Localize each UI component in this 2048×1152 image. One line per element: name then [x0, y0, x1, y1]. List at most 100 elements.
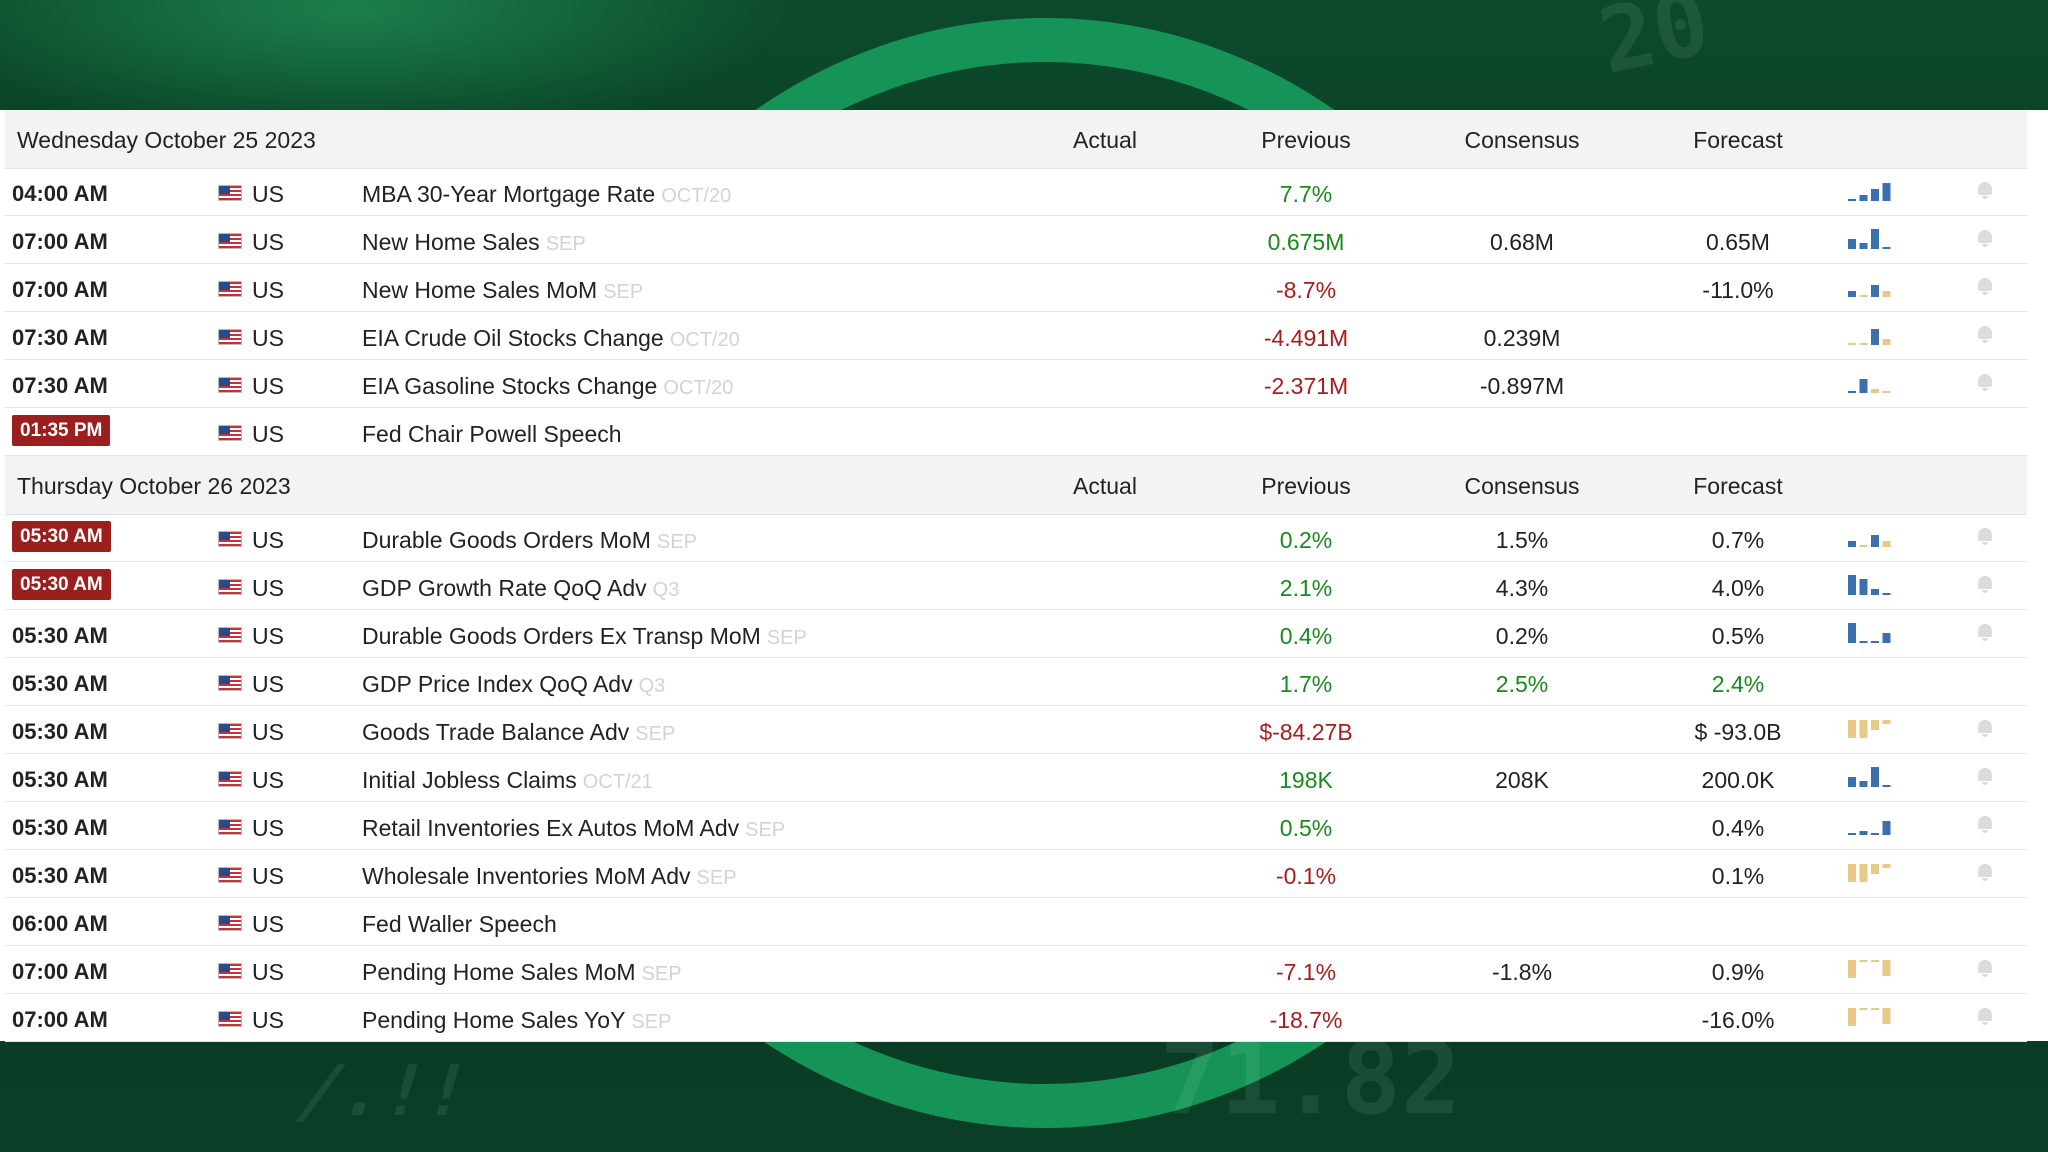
event-row[interactable]: 01:35 PM US Fed Chair Powell Speech	[5, 408, 2027, 456]
sparkline[interactable]	[1848, 180, 1894, 204]
event-title[interactable]: MBA 30-Year Mortgage Rate	[362, 181, 656, 207]
event-name[interactable]: Pending Home Sales MoM SEP	[362, 959, 682, 986]
event-time: 05:30 AM	[12, 815, 108, 840]
economic-calendar: Wednesday October 25 2023 Actual Previous C…	[0, 110, 2048, 1042]
sparkline[interactable]	[1848, 766, 1894, 790]
event-row[interactable]: 07:00 AM US Pending Home Sales MoM SEP -7.1%…	[5, 946, 2027, 994]
bell-icon[interactable]	[1977, 325, 1993, 343]
sparkline[interactable]	[1848, 1006, 1894, 1030]
event-row[interactable]: 05:30 AM US GDP Growth Rate QoQ Adv Q3 2.1% 4…	[5, 562, 2027, 610]
event-title[interactable]: Initial Jobless Claims	[362, 767, 577, 793]
event-name[interactable]: New Home Sales MoM SEP	[362, 277, 643, 304]
sparkline[interactable]	[1848, 526, 1894, 550]
bell-icon[interactable]	[1977, 277, 1993, 295]
event-name[interactable]: Durable Goods Orders MoM SEP	[362, 527, 697, 554]
sparkline[interactable]	[1848, 228, 1894, 252]
sparkline[interactable]	[1848, 622, 1894, 646]
bell-icon[interactable]	[1977, 1007, 1993, 1025]
event-name[interactable]: EIA Gasoline Stocks Change OCT/20	[362, 373, 733, 400]
event-name[interactable]: GDP Growth Rate QoQ Adv Q3	[362, 575, 679, 602]
event-row[interactable]: 05:30 AM US GDP Price Index QoQ Adv Q3 1.7% 2…	[5, 658, 2027, 706]
sparkline[interactable]	[1848, 814, 1894, 838]
bell-clapper	[1982, 734, 1988, 737]
sparkline-bar	[1859, 343, 1868, 345]
sparkline[interactable]	[1848, 276, 1894, 300]
event-row[interactable]: 05:30 AM US Durable Goods Orders Ex Transp…	[5, 610, 2027, 658]
bell-icon[interactable]	[1977, 767, 1993, 785]
bell-icon[interactable]	[1977, 959, 1993, 977]
sparkline-bar	[1871, 389, 1879, 393]
event-name[interactable]: GDP Price Index QoQ Adv Q3	[362, 671, 665, 698]
event-name[interactable]: New Home Sales SEP	[362, 229, 586, 256]
bell-dome	[1978, 528, 1992, 541]
sparkline-bar	[1882, 247, 1891, 249]
event-row[interactable]: 06:00 AM US Fed Waller Speech	[5, 898, 2027, 946]
event-row[interactable]: 05:30 AM US Goods Trade Balance Adv SEP $-84…	[5, 706, 2027, 754]
event-row[interactable]: 07:00 AM US New Home Sales SEP 0.675M 0.68M 0.…	[5, 216, 2027, 264]
event-reference-period: SEP	[696, 867, 737, 889]
event-title[interactable]: New Home Sales MoM	[362, 277, 598, 303]
bell-icon[interactable]	[1977, 815, 1993, 833]
event-row[interactable]: 05:30 AM US Durable Goods Orders MoM SEP 0.2…	[5, 514, 2027, 562]
event-name[interactable]: Pending Home Sales YoY SEP	[362, 1007, 671, 1034]
event-row[interactable]: 07:00 AM US New Home Sales MoM SEP -8.7% -11.…	[5, 264, 2027, 312]
sparkline-bar	[1859, 195, 1868, 201]
event-title[interactable]: Fed Waller Speech	[362, 911, 557, 937]
sparkline-bar	[1848, 960, 1856, 978]
event-country: US	[252, 373, 284, 399]
event-row[interactable]: 05:30 AM US Wholesale Inventories MoM Adv S…	[5, 850, 2027, 898]
bell-icon[interactable]	[1977, 863, 1993, 881]
event-title[interactable]: Pending Home Sales MoM	[362, 959, 636, 985]
event-name[interactable]: EIA Crude Oil Stocks Change OCT/20	[362, 325, 740, 352]
sparkline-bar	[1882, 864, 1891, 868]
bell-icon[interactable]	[1977, 229, 1993, 247]
sparkline[interactable]	[1848, 718, 1894, 742]
event-title[interactable]: EIA Crude Oil Stocks Change	[362, 325, 664, 351]
event-title[interactable]: Durable Goods Orders Ex Transp MoM	[362, 623, 761, 649]
sparkline[interactable]	[1848, 958, 1894, 982]
event-row[interactable]: 07:30 AM US EIA Crude Oil Stocks Change OCT…	[5, 312, 2027, 360]
event-row[interactable]: 07:00 AM US Pending Home Sales YoY SEP -18.7…	[5, 994, 2027, 1042]
event-title[interactable]: New Home Sales	[362, 229, 540, 255]
event-title[interactable]: Wholesale Inventories MoM Adv	[362, 863, 691, 889]
event-title[interactable]: GDP Growth Rate QoQ Adv	[362, 575, 647, 601]
event-title[interactable]: Durable Goods Orders MoM	[362, 527, 651, 553]
bell-dome	[1978, 326, 1992, 339]
event-reference-period: OCT/20	[669, 329, 740, 351]
event-title[interactable]: GDP Price Index QoQ Adv	[362, 671, 633, 697]
event-row[interactable]: 07:30 AM US EIA Gasoline Stocks Change OCT/…	[5, 360, 2027, 408]
sparkline[interactable]	[1848, 324, 1894, 348]
event-name[interactable]: Wholesale Inventories MoM Adv SEP	[362, 863, 737, 890]
sparkline[interactable]	[1848, 574, 1894, 598]
event-time: 05:30 AM	[12, 719, 108, 744]
event-title[interactable]: Fed Chair Powell Speech	[362, 421, 622, 447]
bell-icon[interactable]	[1977, 575, 1993, 593]
event-row[interactable]: 05:30 AM US Initial Jobless Claims OCT/21 19…	[5, 754, 2027, 802]
value-forecast: 2.4%	[1711, 671, 1765, 697]
event-name[interactable]: Goods Trade Balance Adv SEP	[362, 719, 675, 746]
event-country: US	[252, 229, 284, 255]
event-row[interactable]: 04:00 AM US MBA 30-Year Mortgage Rate OCT/2…	[5, 168, 2027, 216]
sparkline[interactable]	[1848, 372, 1894, 396]
event-title[interactable]: Pending Home Sales YoY	[362, 1007, 626, 1033]
bell-icon[interactable]	[1977, 181, 1993, 199]
event-country: US	[252, 1007, 284, 1033]
sparkline[interactable]	[1848, 862, 1894, 886]
bell-icon[interactable]	[1977, 373, 1993, 391]
bell-icon[interactable]	[1977, 623, 1993, 641]
value-previous: $-84.27B	[1259, 719, 1353, 745]
event-title[interactable]: EIA Gasoline Stocks Change	[362, 373, 658, 399]
event-name[interactable]: Durable Goods Orders Ex Transp MoM SEP	[362, 623, 807, 650]
event-name[interactable]: Fed Waller Speech	[362, 911, 557, 938]
bell-icon[interactable]	[1977, 527, 1993, 545]
event-name[interactable]: Retail Inventories Ex Autos MoM Adv SEP	[362, 815, 785, 842]
event-row[interactable]: 05:30 AM US Retail Inventories Ex Autos Mo…	[5, 802, 2027, 850]
event-title[interactable]: Goods Trade Balance Adv	[362, 719, 630, 745]
event-name[interactable]: MBA 30-Year Mortgage Rate OCT/20	[362, 181, 731, 208]
event-reference-period: OCT/20	[661, 185, 732, 207]
bell-icon[interactable]	[1977, 719, 1993, 737]
event-name[interactable]: Initial Jobless Claims OCT/21	[362, 767, 653, 794]
sparkline-chart	[1848, 720, 1891, 738]
event-title[interactable]: Retail Inventories Ex Autos MoM Adv	[362, 815, 740, 841]
event-name[interactable]: Fed Chair Powell Speech	[362, 421, 622, 448]
